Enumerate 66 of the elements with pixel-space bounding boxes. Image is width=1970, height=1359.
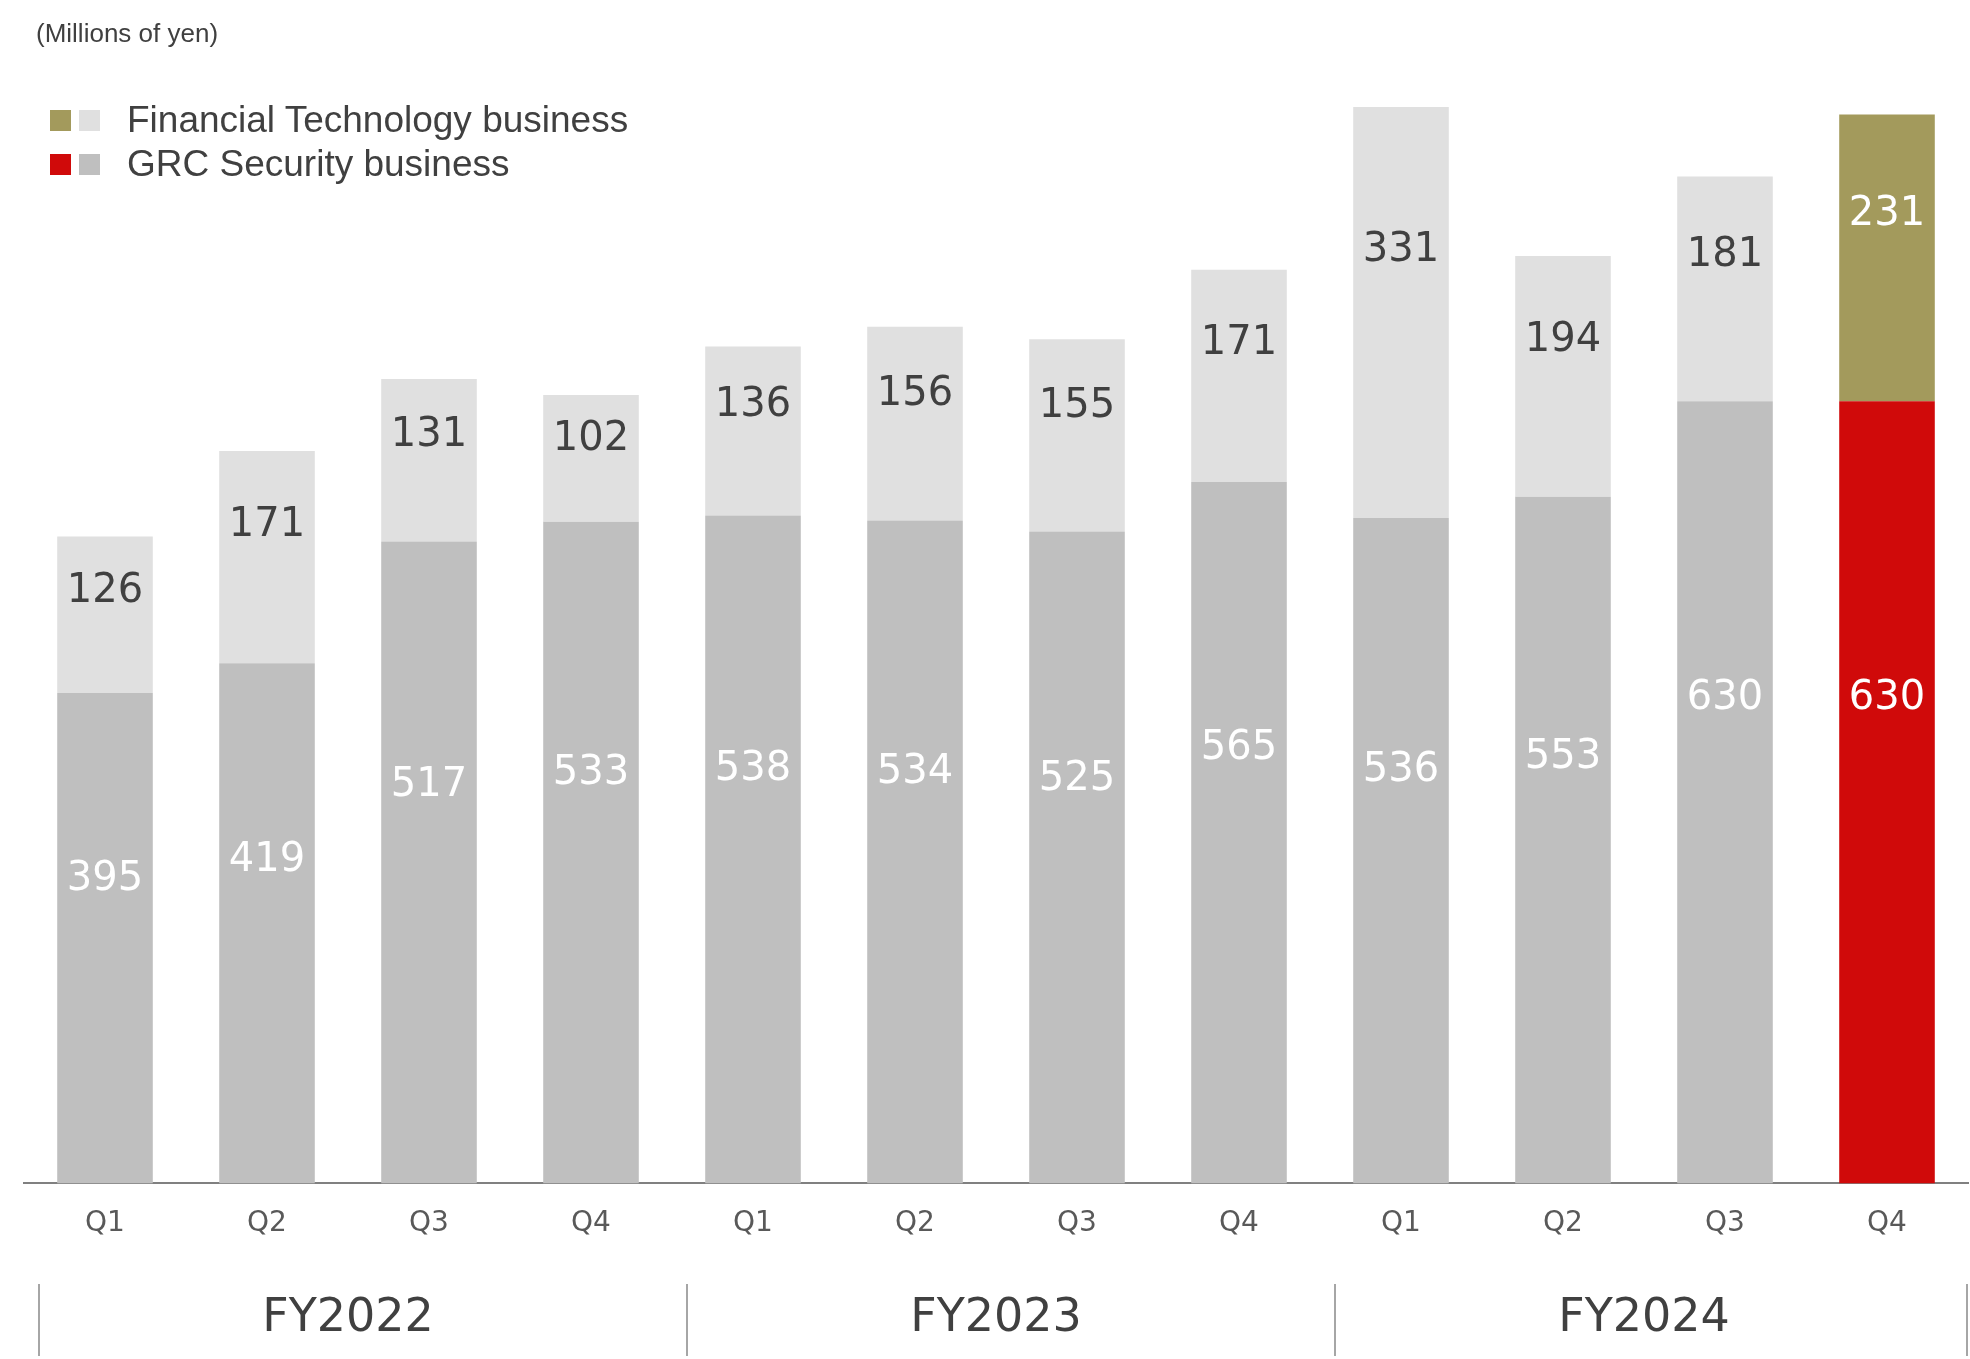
x-tick-label: Q3: [1705, 1205, 1745, 1239]
bar: [705, 346, 801, 516]
bar: [543, 521, 639, 1184]
bar: [1677, 176, 1773, 402]
bar: [543, 395, 639, 522]
bar: [1839, 114, 1935, 402]
data-label: 181: [1686, 228, 1764, 275]
text: FY2024: [1558, 1288, 1730, 1342]
data-label: 538: [714, 742, 792, 789]
data-label: 155: [1038, 379, 1116, 426]
bar: [1677, 401, 1773, 1184]
x-tick-label: Q4: [1867, 1205, 1907, 1239]
data-label: 231: [1848, 188, 1926, 235]
bar: [219, 663, 315, 1184]
data-label: 525: [1038, 752, 1116, 799]
data-label: 156: [876, 367, 954, 414]
x-tick-label: Q2: [895, 1205, 935, 1239]
bar: [1191, 269, 1287, 482]
bar: [1029, 531, 1125, 1184]
bar: [867, 326, 963, 521]
data-label: 419: [228, 834, 306, 881]
data-label: 517: [390, 758, 468, 805]
bar: [381, 378, 477, 542]
x-tick-label: Q2: [1543, 1205, 1583, 1239]
x-tick-label: Q2: [247, 1205, 287, 1239]
x-tick-label: Q1: [85, 1205, 125, 1239]
data-label: 331: [1362, 224, 1440, 271]
bar: [381, 541, 477, 1184]
data-label: 171: [228, 498, 306, 545]
bar: [1029, 339, 1125, 532]
bar: [867, 520, 963, 1184]
data-label: 565: [1200, 721, 1278, 768]
data-label: 395: [66, 852, 144, 899]
x-tick-label: Q1: [1381, 1205, 1421, 1239]
bar: [1515, 255, 1611, 497]
data-label: 102: [552, 412, 630, 459]
x-tick-label: Q3: [409, 1205, 449, 1239]
data-label: 136: [714, 379, 792, 426]
x-tick-label: Q4: [1219, 1205, 1259, 1239]
data-label: 534: [876, 745, 954, 792]
bar: [219, 450, 315, 664]
data-label: 194: [1524, 313, 1602, 360]
data-label: 553: [1524, 731, 1602, 778]
bar: [57, 693, 153, 1184]
bar: [705, 515, 801, 1184]
y-axis-title: (Millions of yen): [36, 18, 219, 49]
bar: [57, 536, 153, 693]
text: FY2022: [262, 1288, 434, 1342]
legend-label: Financial Technology business: [127, 99, 629, 141]
bar: [1839, 401, 1935, 1184]
bar: [1353, 107, 1449, 518]
data-label: 536: [1362, 744, 1440, 791]
bar: [1515, 496, 1611, 1184]
bar: [1353, 517, 1449, 1184]
data-label: 630: [1686, 671, 1764, 718]
legend-label: GRC Security business: [127, 143, 510, 185]
data-label: 533: [552, 746, 630, 793]
x-tick-label: Q1: [733, 1205, 773, 1239]
x-tick-label: Q4: [571, 1205, 611, 1239]
data-label: 171: [1200, 317, 1278, 364]
data-label: 126: [66, 564, 144, 611]
data-label: 630: [1848, 671, 1926, 718]
text: FY2023: [910, 1288, 1082, 1342]
data-label: 131: [390, 409, 468, 456]
x-tick-label: Q3: [1057, 1205, 1097, 1239]
bar: [1191, 481, 1287, 1184]
